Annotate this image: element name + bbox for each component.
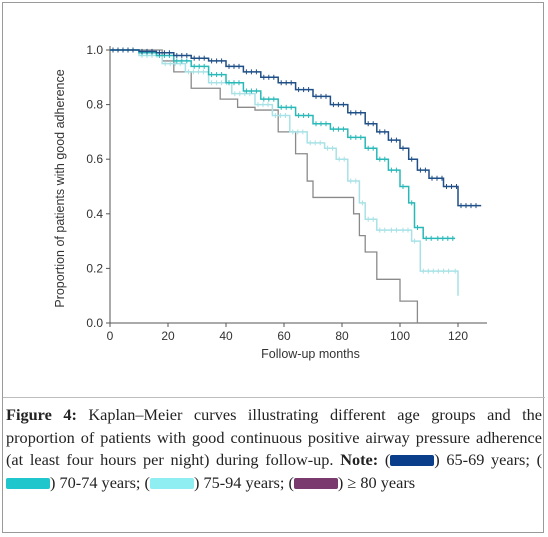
kaplan-meier-chart: 0 20 40 60 80 100 120 0.0 0.2 0.4 0.6 0.8 1.0 Follow… <box>53 43 487 361</box>
x-tick-label: 20 <box>161 329 175 343</box>
y-tick-label: 0.0 <box>86 316 103 330</box>
caption-label: Figure 4: <box>6 405 77 424</box>
km-curve-3 <box>110 49 459 296</box>
caption-text: Kaplan–Meier curves illustrating differe… <box>6 405 542 470</box>
chart-series-layer <box>110 47 482 323</box>
legend-label-65-69: 65-69 years; <box>446 450 530 470</box>
censor-marks-2 <box>112 47 454 241</box>
legend-swatch-80-plus <box>293 477 338 489</box>
x-tick-label: 120 <box>448 329 468 343</box>
legend-swatch-70-74 <box>6 477 50 489</box>
legend-label-75-94: 75-94 years; <box>203 472 285 492</box>
chart-axes: 0 20 40 60 80 100 120 0.0 0.2 0.4 0.6 0.8 1.0 <box>86 43 487 343</box>
y-tick-label: 0.4 <box>86 207 103 221</box>
censor-marks-1 <box>112 47 477 209</box>
y-tick-label: 0.2 <box>86 261 103 275</box>
y-tick-label: 0.8 <box>86 98 103 112</box>
caption-divider <box>3 397 545 398</box>
x-axis-title: Follow-up months <box>261 347 360 361</box>
km-curve-1 <box>110 49 482 207</box>
figure-frame <box>2 2 544 533</box>
censor-marks-3 <box>112 47 456 274</box>
note-label: Note: <box>340 450 379 470</box>
y-tick-label: 0.6 <box>86 152 103 166</box>
x-tick-label: 60 <box>277 329 291 343</box>
x-tick-label: 80 <box>335 329 349 343</box>
x-tick-label: 100 <box>390 329 410 343</box>
km-curve-2 <box>110 49 456 240</box>
figure-caption: Figure 4: Kaplan–Meier curves illustrati… <box>6 405 543 492</box>
y-tick-label: 1.0 <box>86 43 103 57</box>
legend-swatch-65-69 <box>390 455 435 467</box>
legend-label-80-plus: ≥ 80 years <box>347 472 416 492</box>
km-curve-4 <box>110 49 419 323</box>
x-tick-label: 0 <box>107 329 114 343</box>
legend-swatch-75-94 <box>149 477 194 489</box>
y-axis-title: Proportion of patients with good adheren… <box>53 69 67 307</box>
x-tick-label: 40 <box>219 329 233 343</box>
legend-label-70-74: 70-74 years; <box>59 472 141 492</box>
